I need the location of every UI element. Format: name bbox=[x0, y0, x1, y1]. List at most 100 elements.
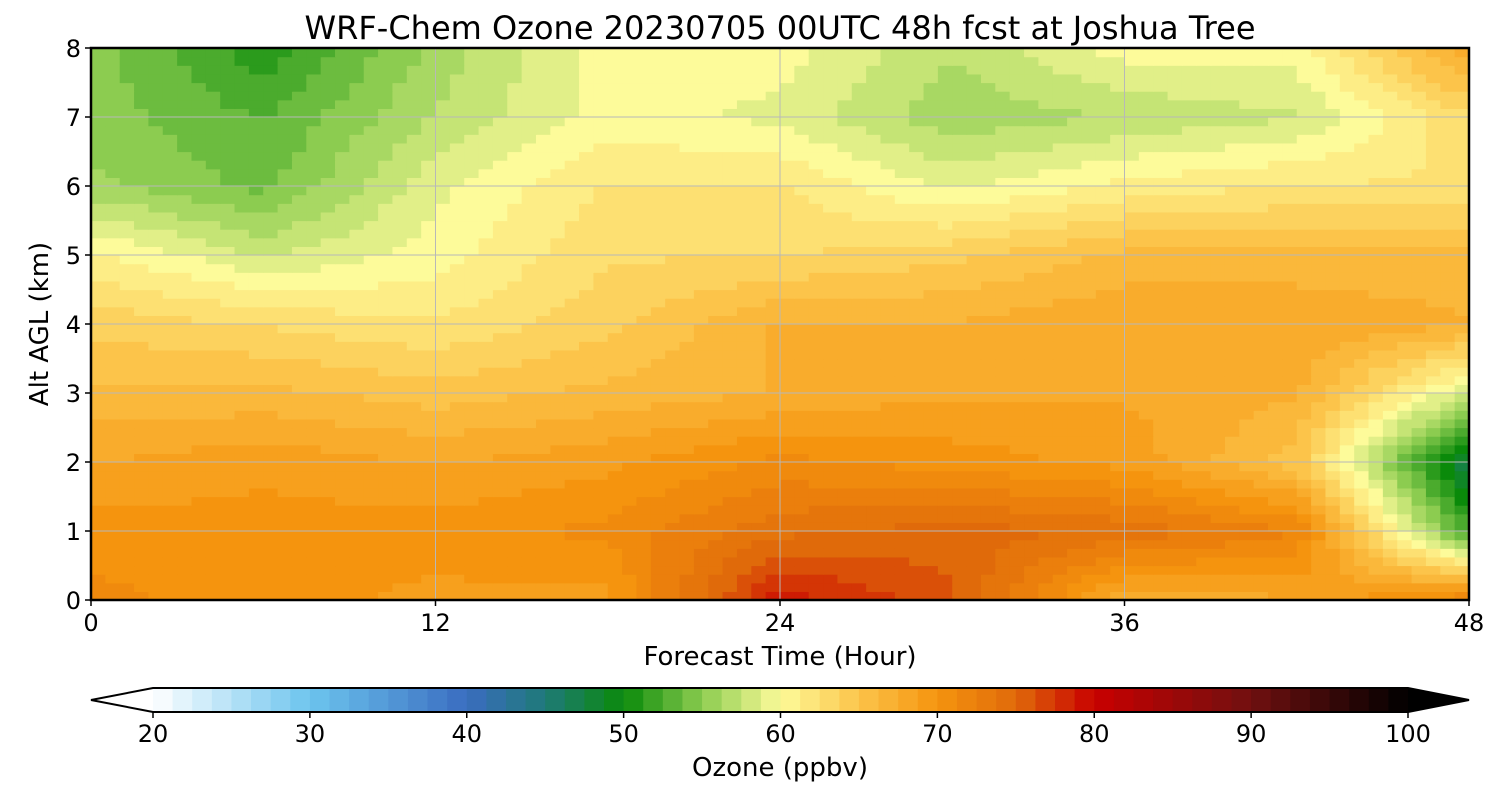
heat-cell bbox=[1411, 531, 1427, 541]
heat-cell bbox=[665, 565, 681, 575]
heat-cell bbox=[1210, 168, 1226, 178]
heat-cell bbox=[263, 513, 279, 523]
heat-cell bbox=[363, 332, 379, 342]
heat-cell bbox=[406, 496, 422, 506]
heat-cell bbox=[909, 315, 925, 325]
heat-cell bbox=[808, 505, 824, 515]
heat-cell bbox=[1052, 289, 1068, 299]
heat-cell bbox=[1397, 315, 1413, 325]
heat-cell bbox=[363, 306, 379, 316]
heat-cell bbox=[1354, 194, 1370, 204]
heat-cell bbox=[837, 513, 853, 523]
heat-cell bbox=[550, 280, 566, 291]
heat-cell bbox=[1253, 160, 1269, 170]
heat-cell bbox=[650, 591, 666, 601]
heat-cell bbox=[492, 479, 508, 489]
heat-cell bbox=[234, 246, 250, 256]
heat-cell bbox=[937, 539, 953, 549]
heat-cell bbox=[148, 177, 164, 187]
heat-cell bbox=[1411, 306, 1427, 316]
heat-cell bbox=[1282, 565, 1298, 575]
heat-cell bbox=[349, 289, 365, 299]
heat-cell bbox=[1296, 255, 1312, 265]
heat-cell bbox=[1382, 298, 1398, 308]
heat-cell bbox=[191, 341, 207, 351]
heat-cell bbox=[1268, 548, 1283, 558]
heat-cell bbox=[220, 418, 236, 429]
heat-cell bbox=[1181, 444, 1197, 454]
heat-cell bbox=[952, 298, 968, 308]
heat-cell bbox=[693, 470, 709, 480]
heat-cell bbox=[349, 324, 365, 334]
heat-cell bbox=[722, 246, 738, 256]
heat-cell bbox=[708, 151, 724, 161]
heat-cell bbox=[1411, 151, 1427, 161]
heat-cell bbox=[751, 229, 767, 239]
heat-cell bbox=[564, 324, 580, 334]
heat-cell bbox=[1124, 160, 1140, 170]
heat-cell bbox=[665, 315, 681, 325]
heat-cell bbox=[1425, 255, 1441, 265]
heat-cell bbox=[148, 479, 164, 489]
heat-cell bbox=[1411, 418, 1427, 429]
heat-cell bbox=[335, 272, 350, 282]
heat-cell bbox=[650, 263, 666, 273]
heat-cell bbox=[636, 418, 652, 429]
heat-cell bbox=[507, 531, 523, 541]
heat-cell bbox=[306, 298, 322, 308]
heat-cell bbox=[1138, 470, 1154, 480]
heat-cell bbox=[363, 272, 379, 282]
heat-cell bbox=[1153, 539, 1169, 549]
heat-cell bbox=[478, 410, 494, 420]
heat-cell bbox=[1354, 324, 1370, 334]
heat-cell bbox=[1081, 479, 1097, 489]
heat-cell bbox=[162, 565, 178, 575]
heat-cell bbox=[1124, 246, 1140, 256]
heat-cell bbox=[1009, 211, 1025, 222]
heat-cell bbox=[980, 186, 996, 196]
heat-cell bbox=[306, 582, 322, 592]
heat-cell bbox=[564, 272, 580, 282]
heat-cell bbox=[1167, 349, 1183, 360]
heat-cell bbox=[1167, 582, 1183, 592]
heat-cell bbox=[1153, 168, 1169, 178]
heat-cell bbox=[980, 168, 996, 178]
heat-cell bbox=[263, 496, 279, 506]
heat-cell bbox=[1124, 418, 1140, 429]
heat-cell bbox=[306, 324, 322, 334]
heat-cell bbox=[335, 565, 350, 575]
heat-cell bbox=[966, 332, 982, 342]
heat-cell bbox=[751, 341, 767, 351]
heat-cell bbox=[1282, 556, 1298, 567]
heat-cell bbox=[1081, 160, 1097, 170]
heat-cell bbox=[722, 496, 738, 506]
heat-cell bbox=[291, 513, 307, 523]
heat-cell bbox=[693, 168, 709, 178]
heat-cell bbox=[435, 496, 451, 506]
heat-cell bbox=[593, 393, 609, 403]
heat-cell bbox=[1124, 194, 1140, 204]
heat-cell bbox=[980, 246, 996, 256]
heat-cell bbox=[622, 246, 638, 256]
heat-cell bbox=[449, 410, 465, 420]
heat-cell bbox=[550, 272, 566, 282]
heat-cell bbox=[650, 315, 666, 325]
heat-cell bbox=[1411, 280, 1427, 291]
heat-cell bbox=[335, 462, 350, 472]
heat-cell bbox=[736, 151, 752, 161]
heat-cell bbox=[1038, 453, 1054, 463]
heat-cell bbox=[535, 194, 551, 204]
heat-cell bbox=[478, 565, 494, 575]
heat-cell bbox=[177, 582, 193, 592]
heat-cell bbox=[923, 556, 939, 567]
heat-cell bbox=[535, 375, 551, 385]
heat-cell bbox=[1095, 280, 1111, 291]
heat-cell bbox=[665, 505, 681, 515]
heat-cell bbox=[851, 496, 867, 506]
heat-cell bbox=[1181, 324, 1197, 334]
heat-cell bbox=[995, 151, 1011, 161]
heat-cell bbox=[966, 393, 982, 403]
heat-cell bbox=[1296, 315, 1312, 325]
heat-cell bbox=[1138, 427, 1154, 437]
heat-cell bbox=[1138, 582, 1154, 592]
